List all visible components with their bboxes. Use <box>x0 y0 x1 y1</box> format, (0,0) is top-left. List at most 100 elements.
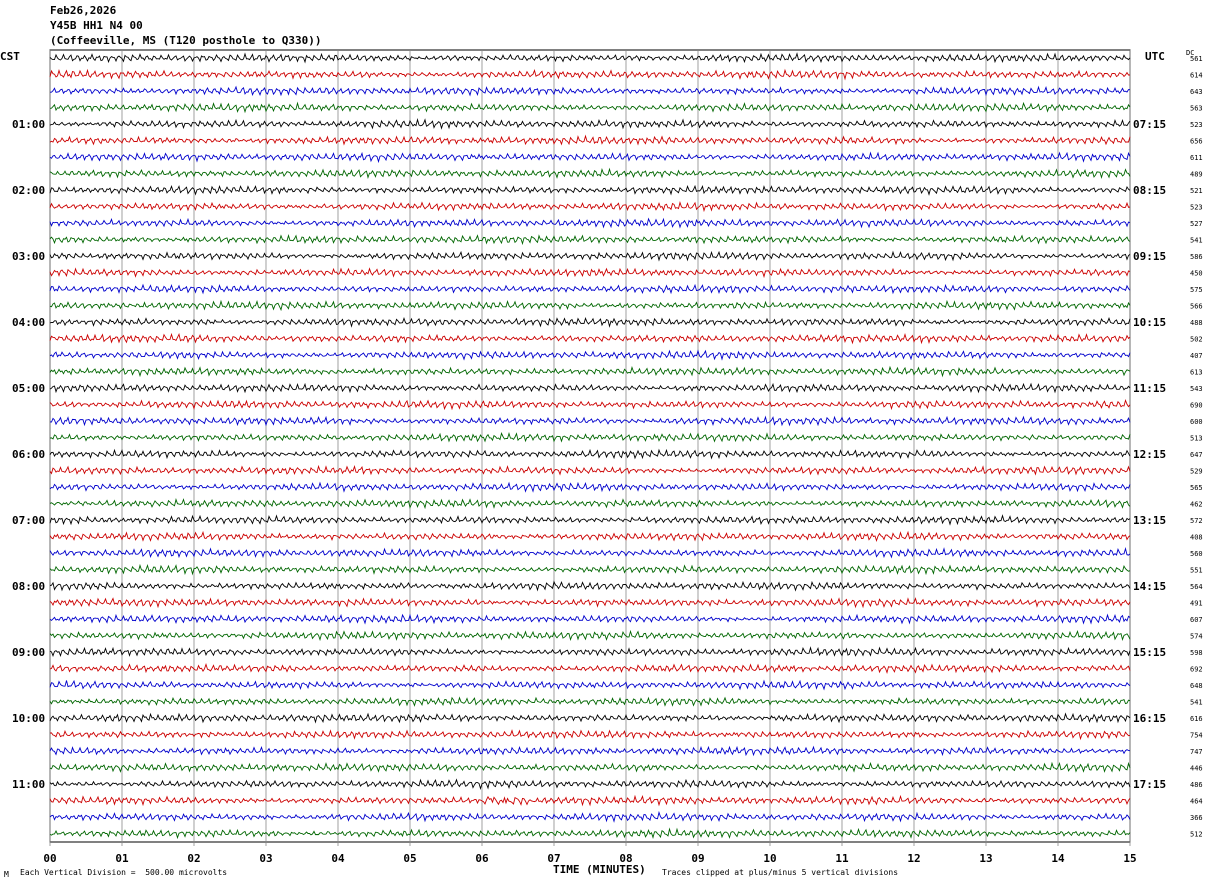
left-hour-label: 11:00 <box>12 778 45 791</box>
trace <box>49 629 1131 642</box>
trace <box>49 662 1131 675</box>
trace <box>49 546 1131 559</box>
left-hour-label: 10:00 <box>12 712 45 725</box>
x-tick-label: 13 <box>979 852 992 865</box>
dc-offset-label: 523 <box>1190 121 1203 129</box>
trace <box>49 234 1131 246</box>
x-axis-title: TIME (MINUTES) <box>553 863 646 876</box>
left-hour-label: 06:00 <box>12 448 45 461</box>
dc-offset-label: 408 <box>1190 534 1203 542</box>
trace <box>49 481 1131 493</box>
x-tick-label: 05 <box>403 852 416 865</box>
trace <box>49 382 1131 394</box>
dc-offset-label: 502 <box>1190 336 1203 344</box>
dc-offset-label: 572 <box>1190 517 1203 525</box>
trace <box>49 52 1131 64</box>
trace <box>49 761 1131 773</box>
trace <box>49 514 1131 526</box>
corner-mark: M <box>4 870 9 879</box>
trace <box>49 778 1131 791</box>
header-location: (Coffeeville, MS (T120 posthole to Q330)… <box>50 34 322 47</box>
trace <box>49 613 1131 625</box>
trace <box>49 563 1131 576</box>
trace <box>49 827 1131 840</box>
trace <box>49 68 1130 81</box>
x-tick-label: 03 <box>259 852 272 865</box>
trace <box>49 464 1131 476</box>
trace <box>49 679 1131 691</box>
trace <box>49 597 1131 609</box>
left-hour-label: 01:00 <box>12 118 45 131</box>
trace <box>49 580 1131 592</box>
dc-offset-label: 527 <box>1190 220 1203 228</box>
trace <box>49 184 1131 196</box>
right-hour-label: 09:15 <box>1133 250 1166 263</box>
left-hour-label: 08:00 <box>12 580 45 593</box>
trace <box>49 151 1131 164</box>
header-date: Feb26,2026 <box>50 4 117 17</box>
trace <box>49 101 1131 114</box>
dc-offset-label: 643 <box>1190 88 1203 96</box>
trace <box>49 283 1131 295</box>
dc-offset-label: 450 <box>1190 270 1203 278</box>
dc-offset-label: 529 <box>1190 468 1203 476</box>
dc-offset-label: 647 <box>1190 451 1203 459</box>
dc-offset-label: 560 <box>1190 550 1203 558</box>
dc-offset-label: 407 <box>1190 352 1203 360</box>
trace <box>49 250 1131 262</box>
dc-offset-label: 513 <box>1190 435 1203 443</box>
dc-offset-label: 512 <box>1190 831 1203 839</box>
trace <box>49 646 1131 657</box>
dc-offset-label: 488 <box>1190 319 1203 327</box>
dc-offset-label: 486 <box>1190 781 1203 789</box>
right-hour-label: 13:15 <box>1133 514 1166 527</box>
dc-offset-label: 561 <box>1190 55 1203 63</box>
header-channel: Y45B HH1 N4 00 <box>50 19 143 32</box>
dc-offset-label: 366 <box>1190 814 1203 822</box>
trace <box>49 415 1131 427</box>
trace <box>49 365 1131 378</box>
trace <box>49 299 1131 312</box>
dc-offset-label: 543 <box>1190 385 1203 393</box>
dc-offset-label: 551 <box>1190 567 1203 575</box>
trace <box>49 810 1131 823</box>
dc-offset-label: 521 <box>1190 187 1203 195</box>
trace <box>50 85 1131 97</box>
right-hour-label: 08:15 <box>1133 184 1166 197</box>
trace <box>49 398 1131 411</box>
left-zone-label: CST <box>0 50 20 63</box>
trace <box>49 317 1131 328</box>
dc-offset-label: 489 <box>1190 171 1203 179</box>
dc-offset-label: 600 <box>1190 418 1203 426</box>
trace <box>49 712 1131 724</box>
dc-offset-label: 690 <box>1190 402 1203 410</box>
x-tick-label: 01 <box>115 852 129 865</box>
right-hour-label: 11:15 <box>1133 382 1166 395</box>
dc-offset-label: 616 <box>1190 715 1203 723</box>
scale-note: Each Vertical Division = 500.00 microvol… <box>20 868 228 877</box>
left-hour-label: 04:00 <box>12 316 45 329</box>
right-zone-label: UTC <box>1145 50 1165 63</box>
trace <box>49 332 1131 345</box>
dc-offset-label: 607 <box>1190 616 1203 624</box>
trace <box>49 349 1131 361</box>
dc-offset-label: 692 <box>1190 666 1203 674</box>
x-tick-label: 02 <box>187 852 200 865</box>
dc-offset-label: 491 <box>1190 600 1203 608</box>
left-hour-label: 05:00 <box>12 382 45 395</box>
right-hour-label: 15:15 <box>1133 646 1166 659</box>
dc-offset-label: 574 <box>1190 633 1203 641</box>
right-hour-label: 07:15 <box>1133 118 1166 131</box>
dc-offset-label: 586 <box>1190 253 1203 261</box>
trace <box>49 117 1131 130</box>
dc-offset-label: 566 <box>1190 303 1203 311</box>
trace <box>49 267 1131 279</box>
dc-offset-label: 656 <box>1190 138 1203 146</box>
trace <box>49 745 1131 757</box>
dc-offset-label: 446 <box>1190 765 1203 773</box>
right-hour-label: 14:15 <box>1133 580 1166 593</box>
trace <box>49 431 1131 443</box>
dc-offset-label: 613 <box>1190 369 1203 377</box>
trace <box>49 134 1131 146</box>
